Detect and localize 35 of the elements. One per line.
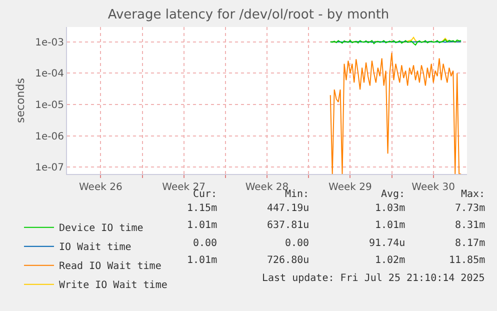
text: 11.85m	[449, 255, 486, 266]
text: 91.74u	[369, 238, 406, 249]
text: 1.03m	[375, 203, 406, 214]
text: 1.01m	[187, 255, 218, 266]
text: Min:	[285, 189, 310, 200]
text: 1.02m	[375, 255, 406, 266]
text: 637.81u	[267, 220, 310, 231]
y-tick-label: 1e-04	[35, 68, 64, 80]
x-tick-label: Week 30	[412, 182, 455, 193]
legend-label: IO Wait time	[59, 242, 132, 254]
y-tick-label: 1e-07	[35, 162, 64, 174]
y-tick-label: 1e-03	[35, 37, 64, 48]
text: 1.01m	[187, 220, 218, 231]
text: 447.19u	[267, 203, 310, 214]
y-tick-label: 1e-06	[35, 131, 64, 142]
text: 0.00	[193, 238, 218, 249]
line-series	[330, 52, 462, 174]
legend-label: Device IO time	[59, 223, 144, 234]
text: 7.73m	[455, 203, 486, 214]
text: Avg:	[381, 189, 406, 200]
legend-label: Read IO Wait time	[59, 261, 162, 272]
y-tick-label: 1e-05	[35, 100, 64, 111]
text: Max:	[461, 189, 486, 200]
text: 1.15m	[187, 203, 218, 214]
y-axis-title: seconds	[14, 78, 27, 123]
text: 8.31m	[455, 220, 486, 231]
chart-title: Average latency for /dev/ol/root - by month	[108, 8, 390, 23]
legend-label: Write IO Wait time	[59, 280, 168, 292]
text: 8.17m	[455, 238, 486, 249]
text: Last update: Fri Jul 25 21:10:14 2025	[262, 273, 485, 284]
x-tick-label: Week 29	[328, 182, 372, 193]
text: 726.80u	[267, 255, 310, 266]
text: 0.00	[285, 238, 310, 249]
x-tick-label: Week 26	[79, 182, 122, 193]
text: 1.01m	[375, 220, 406, 231]
